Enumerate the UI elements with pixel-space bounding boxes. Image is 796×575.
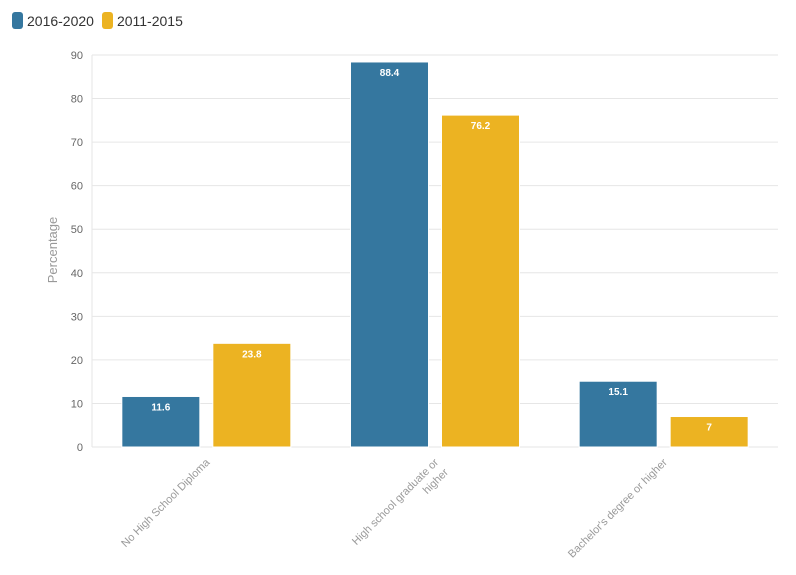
chart-legend: 2016-2020 2011-2015 [12, 12, 183, 29]
bars [121, 61, 749, 448]
y-tick-label: 0 [77, 442, 83, 454]
bar-series-2[interactable] [212, 342, 292, 448]
x-category-label-line: Bachelor's degree or higher [566, 456, 670, 560]
bar-series-1[interactable] [578, 380, 658, 448]
x-category-label: Bachelor's degree or higher [566, 456, 670, 560]
y-tick-label: 20 [71, 355, 83, 367]
data-label: 15.1 [608, 387, 628, 398]
legend-swatch-series-1 [12, 12, 23, 29]
y-tick-label: 60 [71, 181, 83, 193]
data-labels: 11.6 23.8 88.4 76.2 15.1 7 [151, 68, 712, 434]
data-label: 7 [706, 423, 712, 434]
y-tick-label: 40 [71, 268, 83, 280]
legend-item-series-1[interactable]: 2016-2020 [12, 12, 94, 29]
bar-series-2[interactable] [441, 114, 520, 448]
y-axis-ticks: 0 10 20 30 40 50 60 70 80 90 [71, 50, 83, 454]
y-tick-label: 80 [71, 94, 83, 106]
x-category-label-line: High school graduate or [350, 456, 441, 547]
y-tick-label: 30 [71, 311, 83, 323]
x-category-label-line: No High School Diploma [119, 456, 213, 550]
y-axis-title: Percentage [45, 217, 60, 284]
y-tick-label: 90 [71, 50, 83, 62]
bar-series-1[interactable] [350, 61, 429, 448]
legend-item-series-2[interactable]: 2011-2015 [101, 12, 183, 29]
data-label: 23.8 [242, 349, 262, 360]
y-tick-label: 50 [71, 224, 83, 236]
x-category-label: High school graduate orhigher [350, 456, 451, 557]
bar-series-1[interactable] [121, 395, 201, 448]
y-tick-label: 70 [71, 137, 83, 149]
x-category-label: No High School Diploma [119, 456, 213, 550]
legend-label-series-1: 2016-2020 [27, 12, 94, 29]
data-label: 88.4 [380, 68, 400, 79]
data-label: 11.6 [151, 402, 170, 413]
legend-label-series-2: 2011-2015 [116, 12, 183, 29]
y-tick-label: 10 [71, 398, 83, 410]
legend-swatch-series-2 [101, 12, 113, 29]
category-labels: No High School Diploma High school gradua… [119, 456, 670, 560]
data-label: 76.2 [471, 121, 491, 132]
bar-series-2[interactable] [669, 416, 749, 448]
gridlines [91, 54, 778, 448]
